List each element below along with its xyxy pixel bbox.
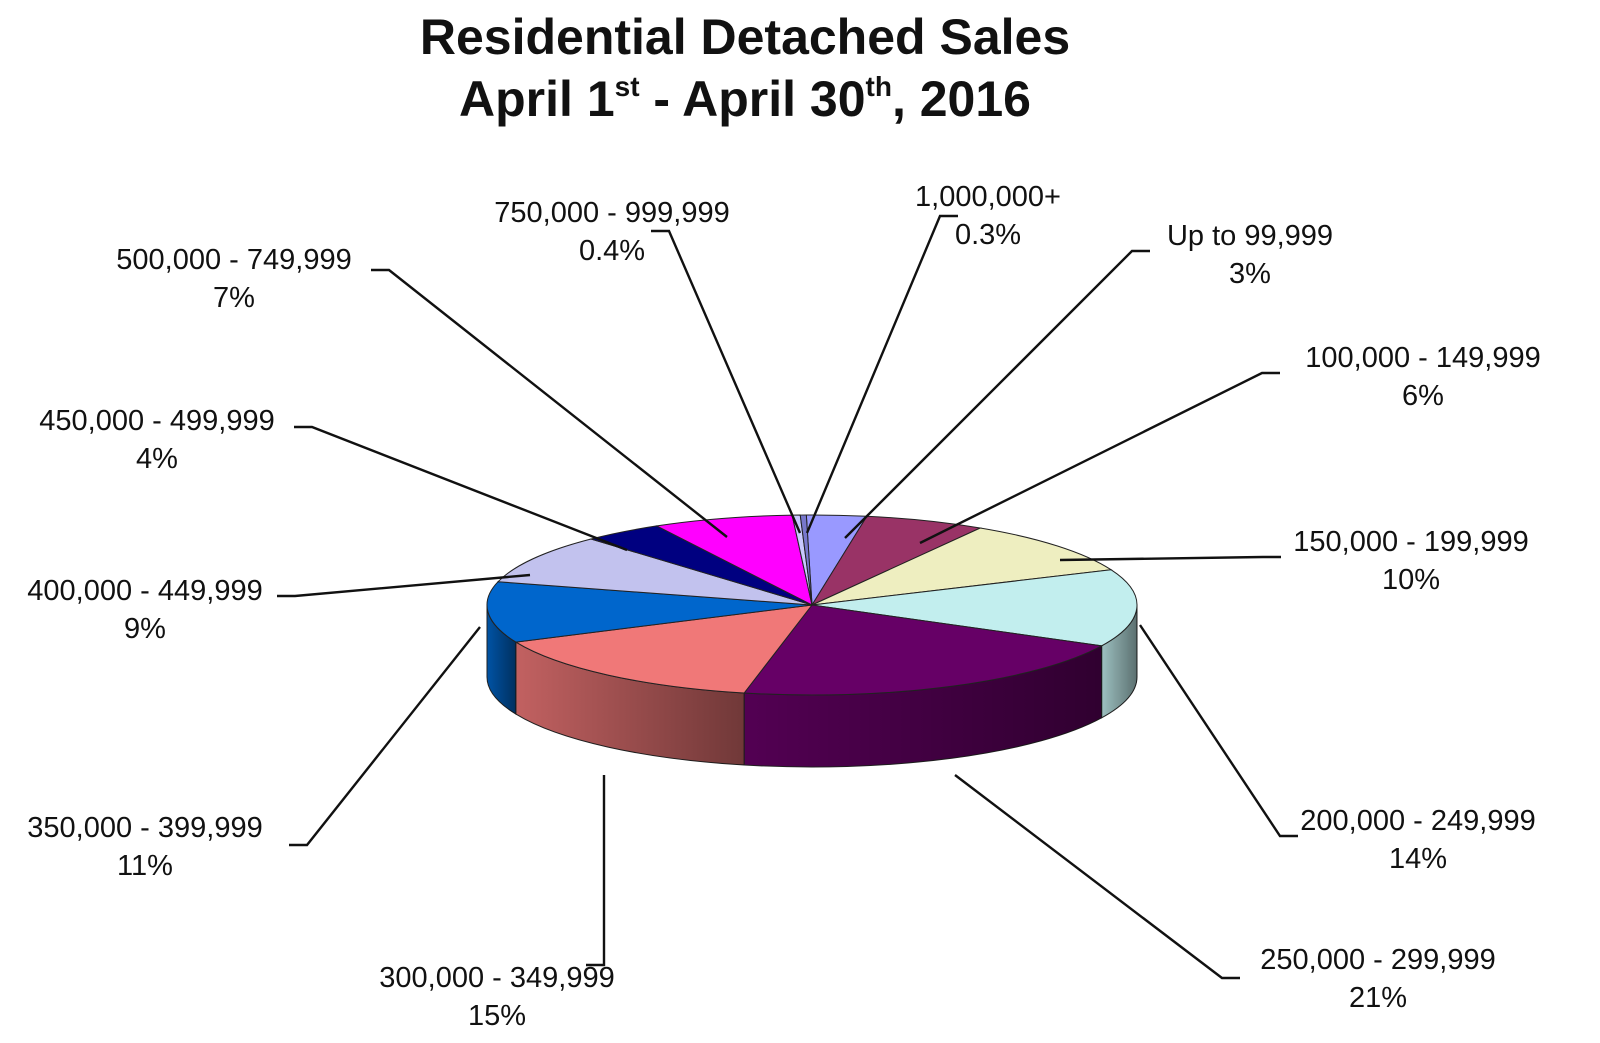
slice-percent-label: 21%	[1349, 982, 1407, 1014]
pie-slice-top	[486, 581, 813, 643]
slice-range-label: 1,000,000+	[915, 181, 1061, 213]
slice-percent-label: 3%	[1229, 258, 1271, 290]
chart-title: Residential Detached Sales April 1st - A…	[0, 6, 1490, 130]
leader-line	[277, 573, 531, 598]
leader-line	[371, 268, 728, 538]
slice-range-label: 150,000 - 199,999	[1293, 526, 1528, 558]
slice-percent-label: 15%	[468, 1000, 526, 1032]
pie-slice-side-shade	[487, 605, 516, 715]
leader-line	[919, 371, 1280, 545]
pie-leaders	[277, 214, 1298, 980]
leader-line	[651, 229, 802, 534]
title-part-c: , 2016	[891, 71, 1031, 127]
leader-line	[294, 425, 628, 552]
chart-title-line1: Residential Detached Sales	[419, 9, 1071, 65]
pie-slice-top	[811, 527, 1113, 606]
leader-line	[289, 626, 481, 847]
slice-range-label: 450,000 - 499,999	[39, 405, 274, 437]
leader-line	[844, 249, 1150, 539]
slice-percent-label: 0.3%	[955, 219, 1021, 251]
slice-percent-label: 10%	[1382, 564, 1440, 596]
slice-range-label: 250,000 - 299,999	[1260, 944, 1495, 976]
slice-range-label: 300,000 - 349,999	[379, 962, 614, 994]
title-sup-th: th	[865, 71, 892, 102]
slice-percent-label: 11%	[117, 850, 173, 882]
slice-range-label: 100,000 - 149,999	[1305, 342, 1540, 374]
title-part-b: - April 30	[639, 71, 866, 127]
slice-percent-label: 7%	[213, 282, 255, 314]
leader-line	[1139, 624, 1298, 838]
pie-slice-side-shade	[1101, 605, 1137, 718]
leader-line	[1059, 555, 1281, 562]
pie-tops	[486, 514, 1138, 696]
pie-slice-top	[655, 514, 813, 606]
chart-title-line2: April 1st - April 30th, 2016	[0, 68, 1490, 130]
slice-percent-label: 9%	[124, 613, 166, 645]
slice-percent-label: 0.4%	[579, 235, 645, 267]
pie-slice-top	[743, 604, 1104, 696]
pie-slice-top	[799, 514, 813, 606]
slice-range-label: 350,000 - 399,999	[27, 812, 262, 844]
slice-range-label: 750,000 - 999,999	[494, 197, 729, 229]
slice-percent-label: 14%	[1389, 843, 1447, 875]
pie-slice-side-shade	[515, 642, 745, 766]
slice-range-label: 400,000 - 449,999	[27, 575, 262, 607]
title-part-a: April 1	[459, 71, 615, 127]
title-sup-st: st	[614, 71, 640, 102]
slice-range-label: 200,000 - 249,999	[1300, 805, 1535, 837]
leader-line	[586, 775, 606, 967]
slice-range-label: 500,000 - 749,999	[116, 244, 351, 276]
pie-labels: Up to 99,999 3% 100,000 - 149,999 6% 150,000…	[27, 181, 1540, 1032]
slice-range-label: Up to 99,999	[1167, 220, 1333, 252]
leader-line	[954, 774, 1240, 980]
leader-line	[805, 214, 958, 534]
pie-slice-top	[810, 515, 982, 607]
slice-percent-label: 4%	[136, 443, 178, 475]
slice-percent-label: 6%	[1402, 380, 1444, 412]
pie-slice-top	[514, 604, 814, 694]
pie-slice-top	[811, 569, 1138, 647]
